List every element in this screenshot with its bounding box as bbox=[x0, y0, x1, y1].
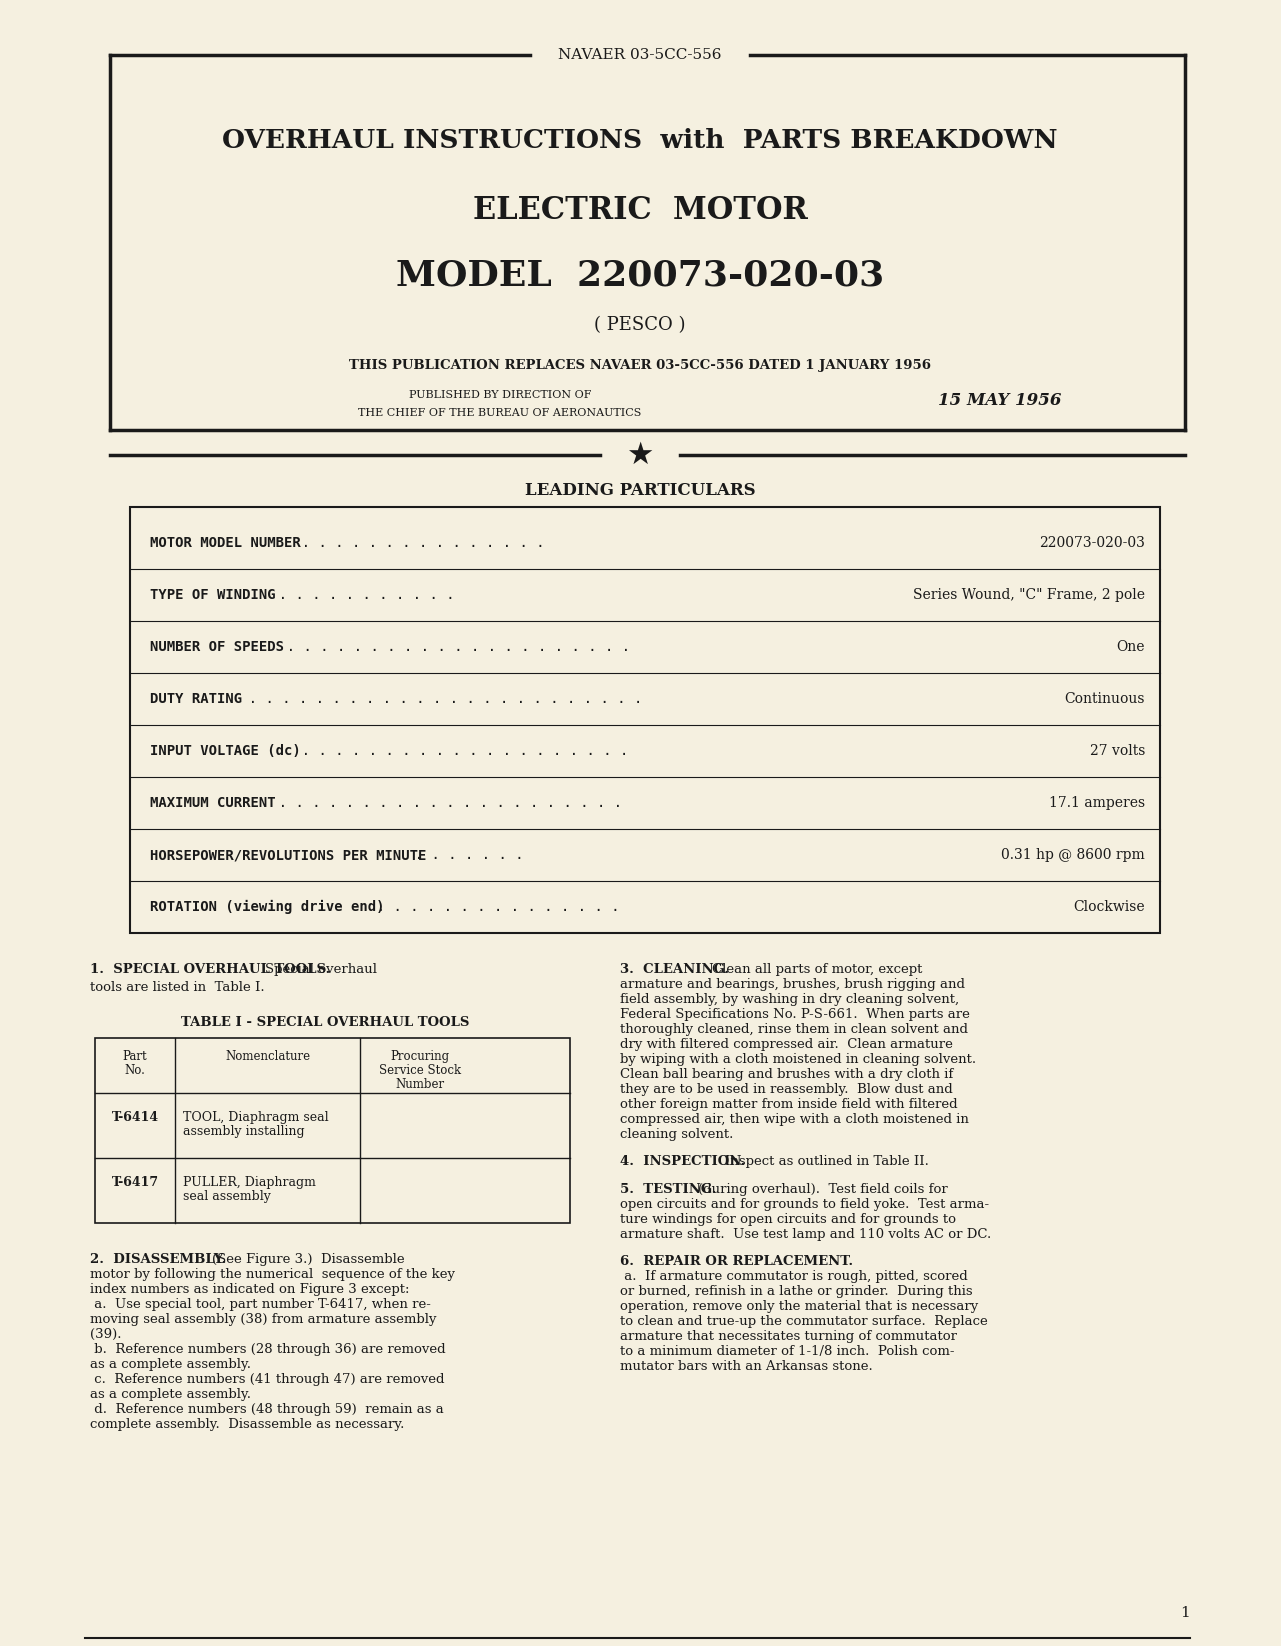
Text: other foreign matter from inside field with filtered: other foreign matter from inside field w… bbox=[620, 1098, 958, 1111]
Text: ELECTRIC  MOTOR: ELECTRIC MOTOR bbox=[473, 194, 807, 226]
Text: they are to be used in reassembly.  Blow dust and: they are to be used in reassembly. Blow … bbox=[620, 1083, 953, 1096]
Text: . . . . . . . . . . . . . . . . . . . . .: . . . . . . . . . . . . . . . . . . . . … bbox=[270, 640, 630, 653]
Text: Continuous: Continuous bbox=[1065, 691, 1145, 706]
Text: HORSEPOWER/REVOLUTIONS PER MINUTE: HORSEPOWER/REVOLUTIONS PER MINUTE bbox=[150, 848, 427, 863]
Text: 6.  REPAIR OR REPLACEMENT.: 6. REPAIR OR REPLACEMENT. bbox=[620, 1254, 853, 1267]
Text: . . . . . . . . . . . . . . .: . . . . . . . . . . . . . . . bbox=[284, 537, 544, 550]
Text: THIS PUBLICATION REPLACES NAVAER 03-5CC-556 DATED 1 JANUARY 1956: THIS PUBLICATION REPLACES NAVAER 03-5CC-… bbox=[348, 359, 931, 372]
Text: 1.  SPECIAL OVERHAUL TOOLS.: 1. SPECIAL OVERHAUL TOOLS. bbox=[90, 963, 330, 976]
Text: operation, remove only the material that is necessary: operation, remove only the material that… bbox=[620, 1300, 979, 1314]
Text: 3.  CLEANING.: 3. CLEANING. bbox=[620, 963, 729, 976]
Text: . . . . . . . . . . . . . . .: . . . . . . . . . . . . . . . bbox=[360, 900, 620, 914]
Text: or burned, refinish in a lathe or grinder.  During this: or burned, refinish in a lathe or grinde… bbox=[620, 1286, 972, 1299]
Text: Inspect as outlined in Table II.: Inspect as outlined in Table II. bbox=[725, 1155, 929, 1169]
Text: MOTOR MODEL NUMBER: MOTOR MODEL NUMBER bbox=[150, 537, 301, 550]
Text: . . . . . . . . . . . . . . . . . . . . .: . . . . . . . . . . . . . . . . . . . . … bbox=[263, 797, 623, 810]
Text: armature shaft.  Use test lamp and 110 volts AC or DC.: armature shaft. Use test lamp and 110 vo… bbox=[620, 1228, 991, 1241]
Text: compressed air, then wipe with a cloth moistened in: compressed air, then wipe with a cloth m… bbox=[620, 1113, 968, 1126]
Text: b.  Reference numbers (28 through 36) are removed: b. Reference numbers (28 through 36) are… bbox=[90, 1343, 446, 1356]
Text: Clean all parts of motor, except: Clean all parts of motor, except bbox=[712, 963, 922, 976]
Text: . . . . . . . . . . . . . . . . . . . . . . . .: . . . . . . . . . . . . . . . . . . . . … bbox=[232, 691, 643, 706]
Text: Series Wound, "C" Frame, 2 pole: Series Wound, "C" Frame, 2 pole bbox=[913, 588, 1145, 602]
Text: index numbers as indicated on Figure 3 except:: index numbers as indicated on Figure 3 e… bbox=[90, 1282, 410, 1295]
Text: LEADING PARTICULARS: LEADING PARTICULARS bbox=[525, 482, 756, 499]
Text: NUMBER OF SPEEDS: NUMBER OF SPEEDS bbox=[150, 640, 284, 653]
Text: motor by following the numerical  sequence of the key: motor by following the numerical sequenc… bbox=[90, 1267, 455, 1281]
Text: to clean and true-up the commutator surface.  Replace: to clean and true-up the commutator surf… bbox=[620, 1315, 988, 1328]
Text: 5.  TESTING.: 5. TESTING. bbox=[620, 1183, 716, 1197]
Text: ROTATION (viewing drive end): ROTATION (viewing drive end) bbox=[150, 900, 384, 914]
Text: DUTY RATING: DUTY RATING bbox=[150, 691, 242, 706]
Text: PULLER, Diaphragm: PULLER, Diaphragm bbox=[183, 1175, 316, 1188]
Text: T-6417: T-6417 bbox=[111, 1175, 159, 1188]
Text: moving seal assembly (38) from armature assembly: moving seal assembly (38) from armature … bbox=[90, 1314, 437, 1327]
Text: Procuring: Procuring bbox=[391, 1050, 450, 1063]
Text: 2.  DISASSEMBLY.: 2. DISASSEMBLY. bbox=[90, 1253, 227, 1266]
Text: OVERHAUL INSTRUCTIONS  with  PARTS BREAKDOWN: OVERHAUL INSTRUCTIONS with PARTS BREAKDO… bbox=[222, 127, 1058, 153]
Text: . . . . . . . . . . . . . . . . . . . .: . . . . . . . . . . . . . . . . . . . . bbox=[284, 744, 629, 759]
Text: seal assembly: seal assembly bbox=[183, 1190, 270, 1203]
Text: No.: No. bbox=[124, 1063, 146, 1076]
Text: (39).: (39). bbox=[90, 1328, 122, 1341]
Text: a.  Use special tool, part number T-6417, when re-: a. Use special tool, part number T-6417,… bbox=[90, 1299, 430, 1310]
Text: thoroughly cleaned, rinse them in clean solvent and: thoroughly cleaned, rinse them in clean … bbox=[620, 1024, 968, 1035]
Text: THE CHIEF OF THE BUREAU OF AERONAUTICS: THE CHIEF OF THE BUREAU OF AERONAUTICS bbox=[359, 408, 642, 418]
Text: One: One bbox=[1117, 640, 1145, 653]
Text: as a complete assembly.: as a complete assembly. bbox=[90, 1388, 251, 1401]
Text: mutator bars with an Arkansas stone.: mutator bars with an Arkansas stone. bbox=[620, 1360, 872, 1373]
Text: ★: ★ bbox=[626, 441, 653, 469]
Text: Service Stock: Service Stock bbox=[379, 1063, 461, 1076]
Text: dry with filtered compressed air.  Clean armature: dry with filtered compressed air. Clean … bbox=[620, 1039, 953, 1052]
Text: PUBLISHED BY DIRECTION OF: PUBLISHED BY DIRECTION OF bbox=[409, 390, 592, 400]
Text: MAXIMUM CURRENT: MAXIMUM CURRENT bbox=[150, 797, 275, 810]
Text: a.  If armature commutator is rough, pitted, scored: a. If armature commutator is rough, pitt… bbox=[620, 1271, 967, 1282]
Text: Nomenclature: Nomenclature bbox=[225, 1050, 310, 1063]
Bar bbox=[95, 1039, 570, 1223]
Text: Federal Specifications No. P-S-661.  When parts are: Federal Specifications No. P-S-661. When… bbox=[620, 1007, 970, 1021]
Text: TOOL, Diaphragm seal: TOOL, Diaphragm seal bbox=[183, 1111, 329, 1124]
Text: armature and bearings, brushes, brush rigging and: armature and bearings, brushes, brush ri… bbox=[620, 978, 965, 991]
Text: Number: Number bbox=[396, 1078, 445, 1091]
Text: (during overhaul).  Test field coils for: (during overhaul). Test field coils for bbox=[698, 1183, 948, 1197]
Text: field assembly, by washing in dry cleaning solvent,: field assembly, by washing in dry cleani… bbox=[620, 993, 959, 1006]
Text: TABLE I - SPECIAL OVERHAUL TOOLS: TABLE I - SPECIAL OVERHAUL TOOLS bbox=[181, 1016, 469, 1029]
Text: T-6414: T-6414 bbox=[111, 1111, 159, 1124]
Bar bbox=[129, 507, 1161, 933]
Text: 0.31 hp @ 8600 rpm: 0.31 hp @ 8600 rpm bbox=[1002, 848, 1145, 863]
Text: 17.1 amperes: 17.1 amperes bbox=[1049, 797, 1145, 810]
Text: TYPE OF WINDING: TYPE OF WINDING bbox=[150, 588, 275, 602]
Text: cleaning solvent.: cleaning solvent. bbox=[620, 1128, 734, 1141]
Text: NAVAER 03-5CC-556: NAVAER 03-5CC-556 bbox=[559, 48, 721, 63]
Text: 27 volts: 27 volts bbox=[1090, 744, 1145, 759]
Text: complete assembly.  Disassemble as necessary.: complete assembly. Disassemble as necess… bbox=[90, 1417, 405, 1430]
Text: tools are listed in  Table I.: tools are listed in Table I. bbox=[90, 981, 265, 994]
Text: ture windings for open circuits and for grounds to: ture windings for open circuits and for … bbox=[620, 1213, 956, 1226]
Text: ( PESCO ): ( PESCO ) bbox=[594, 316, 685, 334]
Text: Part: Part bbox=[123, 1050, 147, 1063]
Text: . . . . . . . . . . .: . . . . . . . . . . . bbox=[263, 588, 455, 602]
Text: . . . . . . .: . . . . . . . bbox=[397, 848, 523, 863]
Text: armature that necessitates turning of commutator: armature that necessitates turning of co… bbox=[620, 1330, 957, 1343]
Text: d.  Reference numbers (48 through 59)  remain as a: d. Reference numbers (48 through 59) rem… bbox=[90, 1402, 443, 1416]
Text: Clockwise: Clockwise bbox=[1073, 900, 1145, 914]
Text: as a complete assembly.: as a complete assembly. bbox=[90, 1358, 251, 1371]
Text: Special overhaul: Special overhaul bbox=[265, 963, 377, 976]
Text: open circuits and for grounds to field yoke.  Test arma-: open circuits and for grounds to field y… bbox=[620, 1198, 989, 1211]
Text: 4.  INSPECTION.: 4. INSPECTION. bbox=[620, 1155, 746, 1169]
Text: assembly installing: assembly installing bbox=[183, 1124, 305, 1137]
Text: c.  Reference numbers (41 through 47) are removed: c. Reference numbers (41 through 47) are… bbox=[90, 1373, 445, 1386]
Text: by wiping with a cloth moistened in cleaning solvent.: by wiping with a cloth moistened in clea… bbox=[620, 1053, 976, 1067]
Text: Clean ball bearing and brushes with a dry cloth if: Clean ball bearing and brushes with a dr… bbox=[620, 1068, 953, 1081]
Text: INPUT VOLTAGE (dc): INPUT VOLTAGE (dc) bbox=[150, 744, 301, 759]
Text: 220073-020-03: 220073-020-03 bbox=[1039, 537, 1145, 550]
Text: (See Figure 3.)  Disassemble: (See Figure 3.) Disassemble bbox=[211, 1253, 405, 1266]
Text: MODEL  220073-020-03: MODEL 220073-020-03 bbox=[396, 258, 884, 291]
Text: 1: 1 bbox=[1180, 1606, 1190, 1620]
Text: 15 MAY 1956: 15 MAY 1956 bbox=[938, 392, 1062, 408]
Text: to a minimum diameter of 1-1/8 inch.  Polish com-: to a minimum diameter of 1-1/8 inch. Pol… bbox=[620, 1345, 954, 1358]
